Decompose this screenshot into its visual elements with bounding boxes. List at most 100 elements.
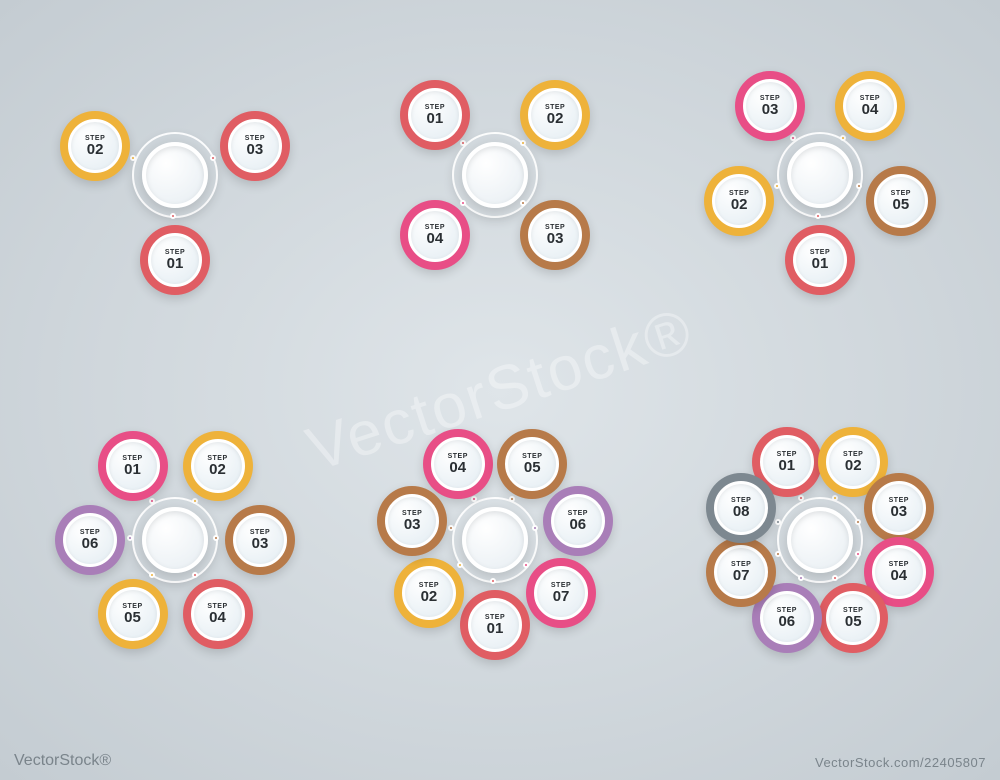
step-node-inner: STEP01 [793,233,847,287]
step-node: STEP04 [835,71,905,141]
step-node: STEP05 [497,429,567,499]
step-node: STEP03 [864,473,934,543]
orbit-dot [457,562,463,568]
step-node: STEP02 [520,80,590,150]
footer-brand: VectorStock® [14,752,111,770]
step-node: STEP01 [98,431,168,501]
step-node: STEP04 [400,200,470,270]
step-node: STEP07 [526,558,596,628]
step-node-inner: STEP04 [408,208,462,262]
step-number: 02 [731,197,748,212]
step-number: 04 [449,460,466,475]
step-number: 03 [252,536,269,551]
step-node-inner: STEP08 [714,481,768,535]
step-number: 03 [762,102,779,117]
step-node: STEP05 [818,583,888,653]
step-node-inner: STEP03 [872,481,926,535]
step-node-inner: STEP02 [826,435,880,489]
step-node: STEP03 [220,111,290,181]
step-number: 07 [553,589,570,604]
hub-center [462,507,528,573]
step-number: 02 [845,458,862,473]
step-node-inner: STEP05 [106,587,160,641]
step-number: 06 [569,517,586,532]
step-number: 02 [87,142,104,157]
orbit-dot [775,519,781,525]
step-node: STEP01 [460,590,530,660]
orbit-dot [798,575,804,581]
step-node-inner: STEP06 [760,591,814,645]
step-node-inner: STEP02 [528,88,582,142]
step-number: 08 [733,504,750,519]
step-node-inner: STEP01 [148,233,202,287]
step-node: STEP08 [706,473,776,543]
step-node-inner: STEP03 [233,513,287,567]
step-number: 04 [209,610,226,625]
step-number: 07 [733,568,750,583]
step-node-inner: STEP07 [714,545,768,599]
step-node: STEP02 [60,111,130,181]
step-node-inner: STEP05 [505,437,559,491]
step-number: 01 [487,621,504,636]
orbit-dot [192,498,198,504]
step-number: 03 [247,142,264,157]
step-number: 05 [892,197,909,212]
step-node: STEP02 [394,558,464,628]
orbit-dot [170,213,176,219]
step-node: STEP01 [785,225,855,295]
step-number: 04 [890,568,907,583]
step-node-inner: STEP01 [468,598,522,652]
footer-id: VectorStock.com/22405807 [815,755,986,770]
orbit-dot [855,551,861,557]
orbit-dot [149,498,155,504]
step-node: STEP02 [704,166,774,236]
step-number: 01 [778,458,795,473]
step-node: STEP04 [183,579,253,649]
step-number: 05 [845,614,862,629]
step-number: 04 [427,231,444,246]
step-node: STEP01 [140,225,210,295]
step-node: STEP05 [98,579,168,649]
orbit-dot [815,213,821,219]
orbit-dot [130,155,136,161]
step-node: STEP06 [543,486,613,556]
step-number: 05 [524,460,541,475]
step-node: STEP01 [400,80,470,150]
orbit-dot [856,183,862,189]
step-node-inner: STEP04 [431,437,485,491]
orbit-dot [192,572,198,578]
orbit-dot [213,535,219,541]
step-node-inner: STEP03 [528,208,582,262]
step-number: 01 [167,256,184,271]
step-node: STEP07 [706,537,776,607]
step-node-inner: STEP01 [408,88,462,142]
step-number: 02 [209,462,226,477]
step-number: 01 [124,462,141,477]
step-number: 02 [421,589,438,604]
step-number: 04 [862,102,879,117]
orbit-dot [520,200,526,206]
step-number: 02 [547,111,564,126]
step-number: 06 [82,536,99,551]
step-node-inner: STEP03 [385,494,439,548]
hub-center [142,142,208,208]
step-number: 01 [812,256,829,271]
orbit-dot [149,572,155,578]
step-node: STEP03 [377,486,447,556]
step-node: STEP04 [423,429,493,499]
orbit-dot [490,578,496,584]
step-node-inner: STEP03 [743,79,797,133]
step-number: 03 [404,517,421,532]
step-node: STEP03 [225,505,295,575]
step-node-inner: STEP01 [760,435,814,489]
step-node-inner: STEP02 [402,566,456,620]
step-node-inner: STEP04 [843,79,897,133]
step-number: 03 [890,504,907,519]
step-node: STEP03 [735,71,805,141]
orbit-dot [832,575,838,581]
step-node-inner: STEP04 [872,545,926,599]
orbit-dot [460,140,466,146]
step-node: STEP02 [183,431,253,501]
step-node: STEP03 [520,200,590,270]
step-node-inner: STEP03 [228,119,282,173]
